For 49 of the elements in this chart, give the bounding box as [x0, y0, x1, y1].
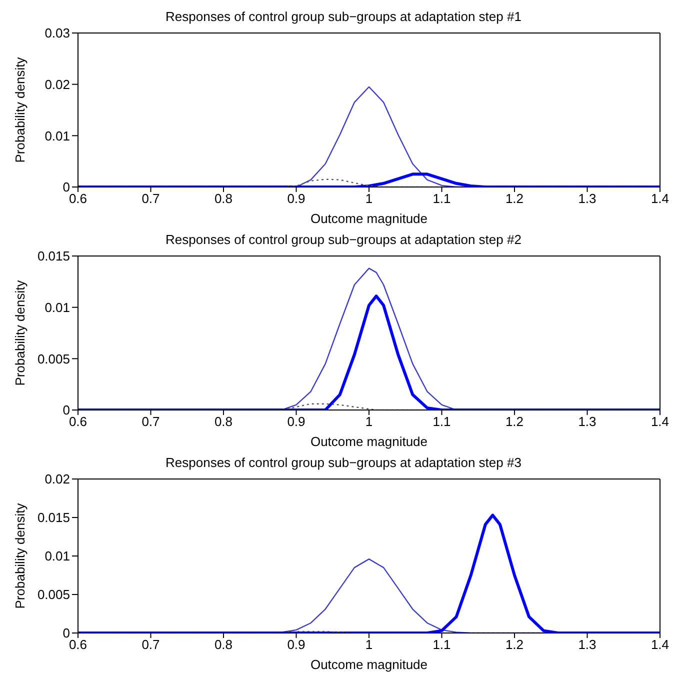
- y-tick-label: 0.01: [44, 548, 70, 564]
- x-tick-label: 1.2: [505, 191, 524, 206]
- x-tick-label: 1.3: [578, 637, 596, 652]
- x-tick-label: 1.4: [650, 414, 670, 430]
- x-tick-label: 0.8: [214, 191, 233, 206]
- chart-title: Responses of control group sub−groups at adaptation step #2: [164, 231, 522, 249]
- y-tick-label: 0: [62, 180, 70, 195]
- x-tick-label: 0.9: [287, 637, 306, 652]
- x-tick-label: 0.7: [142, 191, 160, 206]
- x-tick-label: 1.1: [432, 637, 451, 652]
- x-tick-label: 0.6: [68, 414, 88, 430]
- x-tick-label: 1.2: [505, 637, 524, 652]
- x-tick-label: 0.6: [68, 191, 88, 206]
- y-tick-label: 0.02: [44, 76, 70, 92]
- y-tick-label: 0.015: [37, 510, 70, 526]
- x-tick-label: 1: [365, 637, 373, 652]
- x-tick-label: 1: [365, 191, 373, 206]
- y-tick-label: 0.01: [44, 128, 70, 144]
- y-axis-title: Probability density: [12, 502, 28, 609]
- x-tick-label: 1: [365, 414, 373, 430]
- y-axis-title: Probability density: [12, 56, 28, 163]
- x-tick-label: 1.4: [650, 191, 670, 206]
- x-tick-label: 1.1: [432, 414, 451, 430]
- y-tick-label: 0.01: [44, 300, 70, 315]
- chart-title: Responses of control group sub−groups at adaptation step #3: [164, 454, 522, 472]
- y-tick-label: 0.015: [37, 248, 70, 264]
- x-axis-title: Outcome magnitude: [310, 434, 428, 449]
- y-tick-label: 0.02: [44, 472, 70, 487]
- chart-title: Responses of control group sub−groups at adaptation step #1: [164, 8, 522, 26]
- x-axis-title: Outcome magnitude: [310, 657, 428, 672]
- y-tick-label: 0.005: [37, 351, 70, 366]
- x-tick-label: 0.7: [142, 637, 160, 652]
- x-tick-label: 1.3: [578, 414, 596, 430]
- x-tick-label: 1.3: [578, 191, 596, 206]
- x-tick-label: 0.8: [214, 637, 233, 652]
- y-tick-label: 0: [62, 402, 70, 418]
- x-tick-label: 0.9: [287, 414, 306, 430]
- x-tick-label: 1.4: [650, 637, 670, 652]
- x-axis-title: Outcome magnitude: [310, 211, 428, 226]
- y-axis-title: Probability density: [12, 280, 28, 386]
- y-tick-label: 0.005: [37, 587, 70, 602]
- x-tick-label: 1.2: [505, 414, 524, 430]
- x-tick-label: 0.8: [214, 414, 233, 430]
- x-tick-label: 0.7: [142, 414, 160, 430]
- x-tick-label: 1.1: [432, 191, 451, 206]
- x-tick-label: 0.9: [287, 191, 306, 206]
- y-tick-label: 0: [62, 626, 70, 641]
- x-tick-label: 0.6: [68, 637, 88, 652]
- y-tick-label: 0.03: [44, 26, 70, 41]
